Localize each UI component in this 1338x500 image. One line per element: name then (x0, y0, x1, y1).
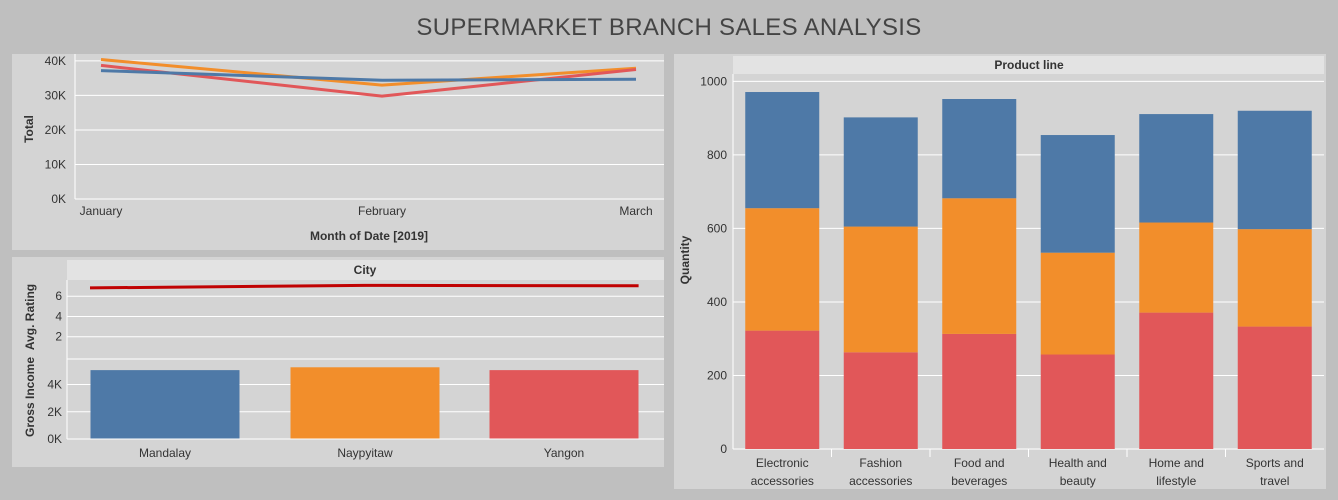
stacked-bar-segment (1139, 222, 1214, 313)
city-label: Yangon (544, 446, 584, 460)
quantity-axis-label: Quantity (678, 235, 692, 284)
x-tick-label: February (358, 204, 406, 218)
y-tick-label: 40K (45, 54, 66, 68)
category-label: Health and (1049, 456, 1107, 470)
product-line-chart[interactable]: Product line Quantity 0 200 400 600 800 1000 E… (674, 54, 1326, 489)
city-chart[interactable]: City Avg. Rating Gross Income 2 4 6 0K 2K 4K M… (12, 257, 664, 467)
avg-rating-line (89, 283, 639, 290)
y-tick-label: 800 (707, 148, 727, 162)
stacked-bar-segment (843, 352, 918, 449)
stacked-bar-segment (1237, 229, 1312, 327)
stacked-bar-segment (1139, 114, 1214, 223)
category-label: accessories (751, 474, 814, 488)
category-label: travel (1260, 474, 1289, 488)
category-label: Fashion (859, 456, 902, 470)
x-tick-label: January (80, 204, 123, 218)
x-tick-label: March (619, 204, 652, 218)
stacked-bar-segment (942, 198, 1017, 334)
y-axis-label: Total (22, 115, 36, 143)
y-tick-label: 0 (720, 442, 727, 456)
product-line-panel: Product line Quantity 0 200 400 600 800 1000 E… (674, 54, 1326, 489)
stacked-bar-segment (942, 99, 1017, 199)
stacked-bar-segment (843, 226, 918, 353)
stacked-bar-segment (1237, 110, 1312, 230)
category-label: Food and (954, 456, 1005, 470)
stacked-bar-segment (1040, 135, 1115, 253)
y-tick-label: 20K (45, 123, 66, 137)
stacked-bar-segment (745, 92, 820, 209)
gross-income-bar (290, 367, 440, 439)
category-label: accessories (849, 474, 912, 488)
city-label: Naypyitaw (337, 446, 393, 460)
income-tick-label: 2K (47, 405, 62, 419)
y-tick-label: 30K (45, 88, 66, 102)
monthly-total-chart[interactable]: Total Month of Date [2019] 0K 10K 20K 30K 40… (12, 54, 664, 250)
y-tick-label: 10K (45, 157, 66, 171)
category-label: Electronic (756, 456, 809, 470)
stacked-bar-segment (745, 208, 820, 331)
rating-tick-label: 4 (55, 309, 62, 323)
income-tick-label: 4K (47, 378, 62, 392)
rating-tick-label: 2 (55, 330, 62, 344)
income-tick-label: 0K (47, 432, 62, 446)
city-label: Mandalay (139, 446, 191, 460)
y-tick-label: 1000 (700, 74, 727, 88)
product-header: Product line (994, 58, 1064, 72)
category-label: Sports and (1246, 456, 1304, 470)
city-header-bg (67, 260, 664, 280)
stacked-bar-segment (745, 330, 820, 449)
category-label: beverages (951, 474, 1007, 488)
category-label: Home and (1149, 456, 1204, 470)
page-title: SUPERMARKET BRANCH SALES ANALYSIS (416, 14, 922, 41)
stacked-bar-segment (942, 333, 1017, 449)
avg-rating-label: Avg. Rating (23, 284, 37, 350)
series-line (100, 58, 637, 87)
series-line (100, 69, 637, 82)
stacked-bar-segment (843, 117, 918, 227)
y-tick-label: 600 (707, 221, 727, 235)
x-axis-label: Month of Date [2019] (310, 229, 428, 243)
monthly-total-panel: Total Month of Date [2019] 0K 10K 20K 30K 40… (12, 54, 664, 250)
category-label: beauty (1060, 474, 1096, 488)
gross-income-label: Gross Income (23, 357, 37, 437)
y-tick-label: 400 (707, 295, 727, 309)
stacked-bar-segment (1139, 312, 1214, 449)
y-tick-label: 200 (707, 368, 727, 382)
city-header: City (354, 263, 377, 277)
stacked-bar-segment (1237, 326, 1312, 449)
gross-income-bar (90, 370, 240, 439)
y-tick-label: 0K (51, 192, 66, 206)
city-panel: City Avg. Rating Gross Income 2 4 6 0K 2K 4K M… (12, 257, 664, 467)
stacked-bar-segment (1040, 252, 1115, 355)
product-header-bg (733, 56, 1324, 74)
gross-income-bar (489, 370, 639, 439)
rating-tick-label: 6 (55, 289, 62, 303)
category-label: lifestyle (1156, 474, 1196, 488)
stacked-bar-segment (1040, 354, 1115, 449)
